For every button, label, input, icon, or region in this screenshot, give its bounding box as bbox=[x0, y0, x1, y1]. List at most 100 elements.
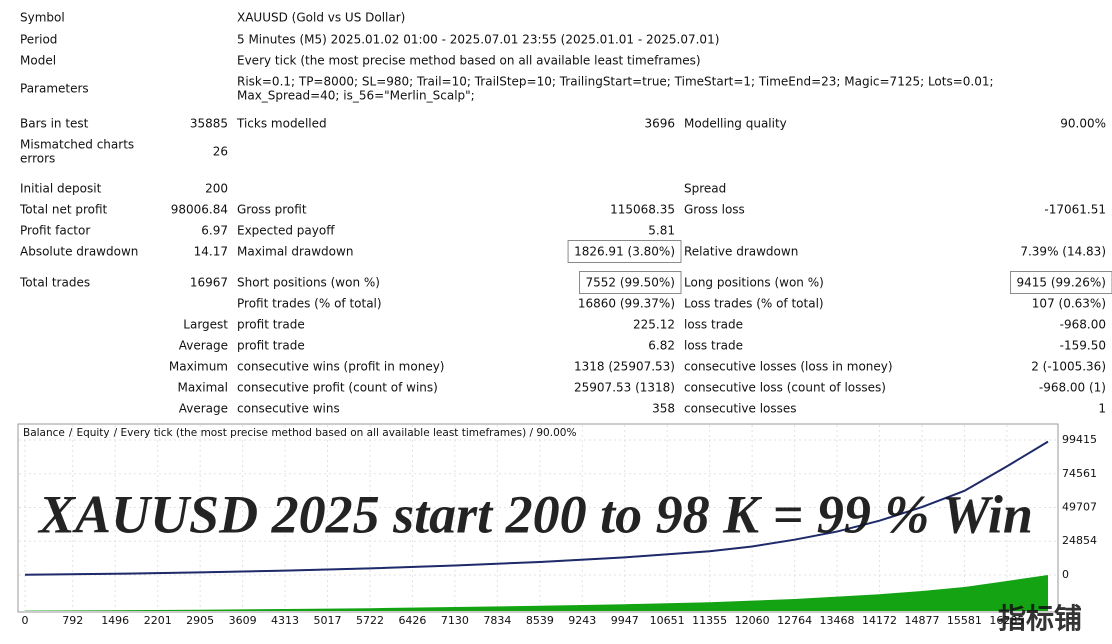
y-tick-label: 24854 bbox=[1062, 534, 1097, 547]
field-value: Average bbox=[179, 402, 228, 416]
field-label: Symbol bbox=[20, 11, 65, 25]
field-label: Profit trades (% of total) bbox=[237, 297, 382, 311]
x-tick-label: 7834 bbox=[483, 614, 511, 627]
field-value: 16967 bbox=[190, 276, 228, 290]
chart-subtitle: / Every tick (the most precise method ba… bbox=[114, 427, 577, 439]
field-label: consecutive loss (count of losses) bbox=[684, 381, 886, 395]
field-label: Period bbox=[20, 33, 57, 47]
field-value: Max_Spread=40; is_56="Merlin_Scalp"; bbox=[237, 89, 475, 103]
field-value: 90.00% bbox=[1060, 117, 1106, 131]
y-tick-label: 0 bbox=[1062, 568, 1069, 581]
field-label: consecutive profit (count of wins) bbox=[237, 381, 438, 395]
field-value: 1 bbox=[1098, 402, 1106, 416]
x-tick-label: 12764 bbox=[777, 614, 812, 627]
x-tick-label: 4313 bbox=[271, 614, 299, 627]
field-value: -17061.51 bbox=[1044, 203, 1106, 217]
field-label: Expected payoff bbox=[237, 224, 335, 238]
field-value: 358 bbox=[652, 402, 675, 416]
field-label: consecutive wins (profit in money) bbox=[237, 360, 445, 374]
x-tick-label: 7130 bbox=[441, 614, 469, 627]
x-tick-label: 15581 bbox=[947, 614, 982, 627]
x-tick-label: 2201 bbox=[144, 614, 172, 627]
field-label: Long positions (won %) bbox=[684, 276, 824, 290]
field-value: 7552 (99.50%) bbox=[586, 276, 675, 290]
volume-area bbox=[25, 575, 1048, 611]
x-tick-label: 14877 bbox=[904, 614, 939, 627]
field-label: Modelling quality bbox=[684, 117, 787, 131]
legend-entry: Balance bbox=[23, 427, 65, 439]
field-value: Average bbox=[179, 339, 228, 353]
legend-entry: Equity bbox=[76, 427, 109, 439]
field-label: consecutive losses bbox=[684, 402, 797, 416]
x-tick-label: 12060 bbox=[735, 614, 770, 627]
x-tick-label: 0 bbox=[22, 614, 29, 627]
y-tick-label: 49707 bbox=[1062, 501, 1097, 514]
y-tick-label: 74561 bbox=[1062, 467, 1097, 480]
field-value: 6.82 bbox=[648, 339, 675, 353]
field-value: Largest bbox=[183, 318, 228, 332]
x-tick-label: 9243 bbox=[568, 614, 596, 627]
field-label: Parameters bbox=[20, 82, 89, 96]
field-label: errors bbox=[20, 152, 55, 166]
highlight-box bbox=[1010, 271, 1112, 294]
x-tick-label: 6426 bbox=[398, 614, 426, 627]
x-tick-label: 5017 bbox=[313, 614, 341, 627]
field-value: -968.00 bbox=[1060, 318, 1106, 332]
field-label: Gross loss bbox=[684, 203, 745, 217]
field-value: 200 bbox=[205, 182, 228, 196]
field-value: -968.00 (1) bbox=[1039, 381, 1106, 395]
field-value: 6.97 bbox=[201, 224, 228, 238]
x-tick-label: 8539 bbox=[526, 614, 554, 627]
field-label: Total net profit bbox=[19, 203, 108, 217]
field-label: Initial deposit bbox=[20, 182, 102, 196]
field-value: 26 bbox=[213, 145, 228, 159]
field-value: 5.81 bbox=[648, 224, 675, 238]
field-value: 225.12 bbox=[633, 318, 675, 332]
field-label: profit trade bbox=[237, 318, 305, 332]
field-value: 16860 (99.37%) bbox=[578, 297, 675, 311]
highlight-box bbox=[567, 240, 682, 263]
x-tick-label: 1496 bbox=[101, 614, 129, 627]
field-label: Maximal drawdown bbox=[237, 245, 353, 259]
chart-title: XAUUSD 2025 start 200 to 98 K = 99 % Win bbox=[37, 484, 1033, 544]
field-value: 1826.91 (3.80%) bbox=[574, 245, 675, 259]
x-tick-label: 13468 bbox=[820, 614, 855, 627]
x-tick-label: 14172 bbox=[862, 614, 897, 627]
field-value: 14.17 bbox=[194, 245, 228, 259]
field-value: Maximal bbox=[177, 381, 228, 395]
field-value: 1318 (25907.53) bbox=[574, 360, 675, 374]
highlight-box bbox=[579, 271, 682, 294]
field-value: 5 Minutes (M5) 2025.01.02 01:00 - 2025.0… bbox=[237, 33, 719, 47]
field-label: loss trade bbox=[684, 339, 743, 353]
x-tick-label: 2905 bbox=[186, 614, 214, 627]
field-value: 35885 bbox=[190, 117, 228, 131]
field-label: Model bbox=[20, 54, 56, 68]
field-label: Short positions (won %) bbox=[237, 276, 380, 290]
field-label: Mismatched charts bbox=[20, 138, 134, 152]
field-label: loss trade bbox=[684, 318, 743, 332]
field-value: Every tick (the most precise method base… bbox=[237, 54, 701, 68]
field-label: Profit factor bbox=[20, 224, 90, 238]
field-label: Absolute drawdown bbox=[20, 245, 138, 259]
x-tick-label: 792 bbox=[62, 614, 83, 627]
y-tick-label: 99415 bbox=[1062, 433, 1097, 446]
field-value: 3696 bbox=[644, 117, 675, 131]
field-value: 7.39% (14.83) bbox=[1020, 245, 1106, 259]
x-tick-label: 11355 bbox=[692, 614, 727, 627]
legend-separator: / bbox=[69, 427, 73, 439]
field-value: 25907.53 (1318) bbox=[574, 381, 675, 395]
field-value: 2 (-1005.36) bbox=[1031, 360, 1106, 374]
field-value: 115068.35 bbox=[610, 203, 675, 217]
x-tick-label: 9947 bbox=[611, 614, 639, 627]
field-label: Loss trades (% of total) bbox=[684, 297, 824, 311]
field-value: -159.50 bbox=[1060, 339, 1106, 353]
x-tick-label: 16285 bbox=[989, 614, 1024, 627]
field-value: Risk=0.1; TP=8000; SL=980; Trail=10; Tra… bbox=[237, 75, 994, 89]
field-label: consecutive losses (loss in money) bbox=[684, 360, 893, 374]
field-label: Gross profit bbox=[237, 203, 307, 217]
x-tick-label: 5722 bbox=[356, 614, 384, 627]
field-value: 9415 (99.26%) bbox=[1017, 276, 1106, 290]
field-label: Spread bbox=[684, 182, 726, 196]
field-label: Total trades bbox=[19, 276, 90, 290]
field-value: XAUUSD (Gold vs US Dollar) bbox=[237, 11, 405, 25]
